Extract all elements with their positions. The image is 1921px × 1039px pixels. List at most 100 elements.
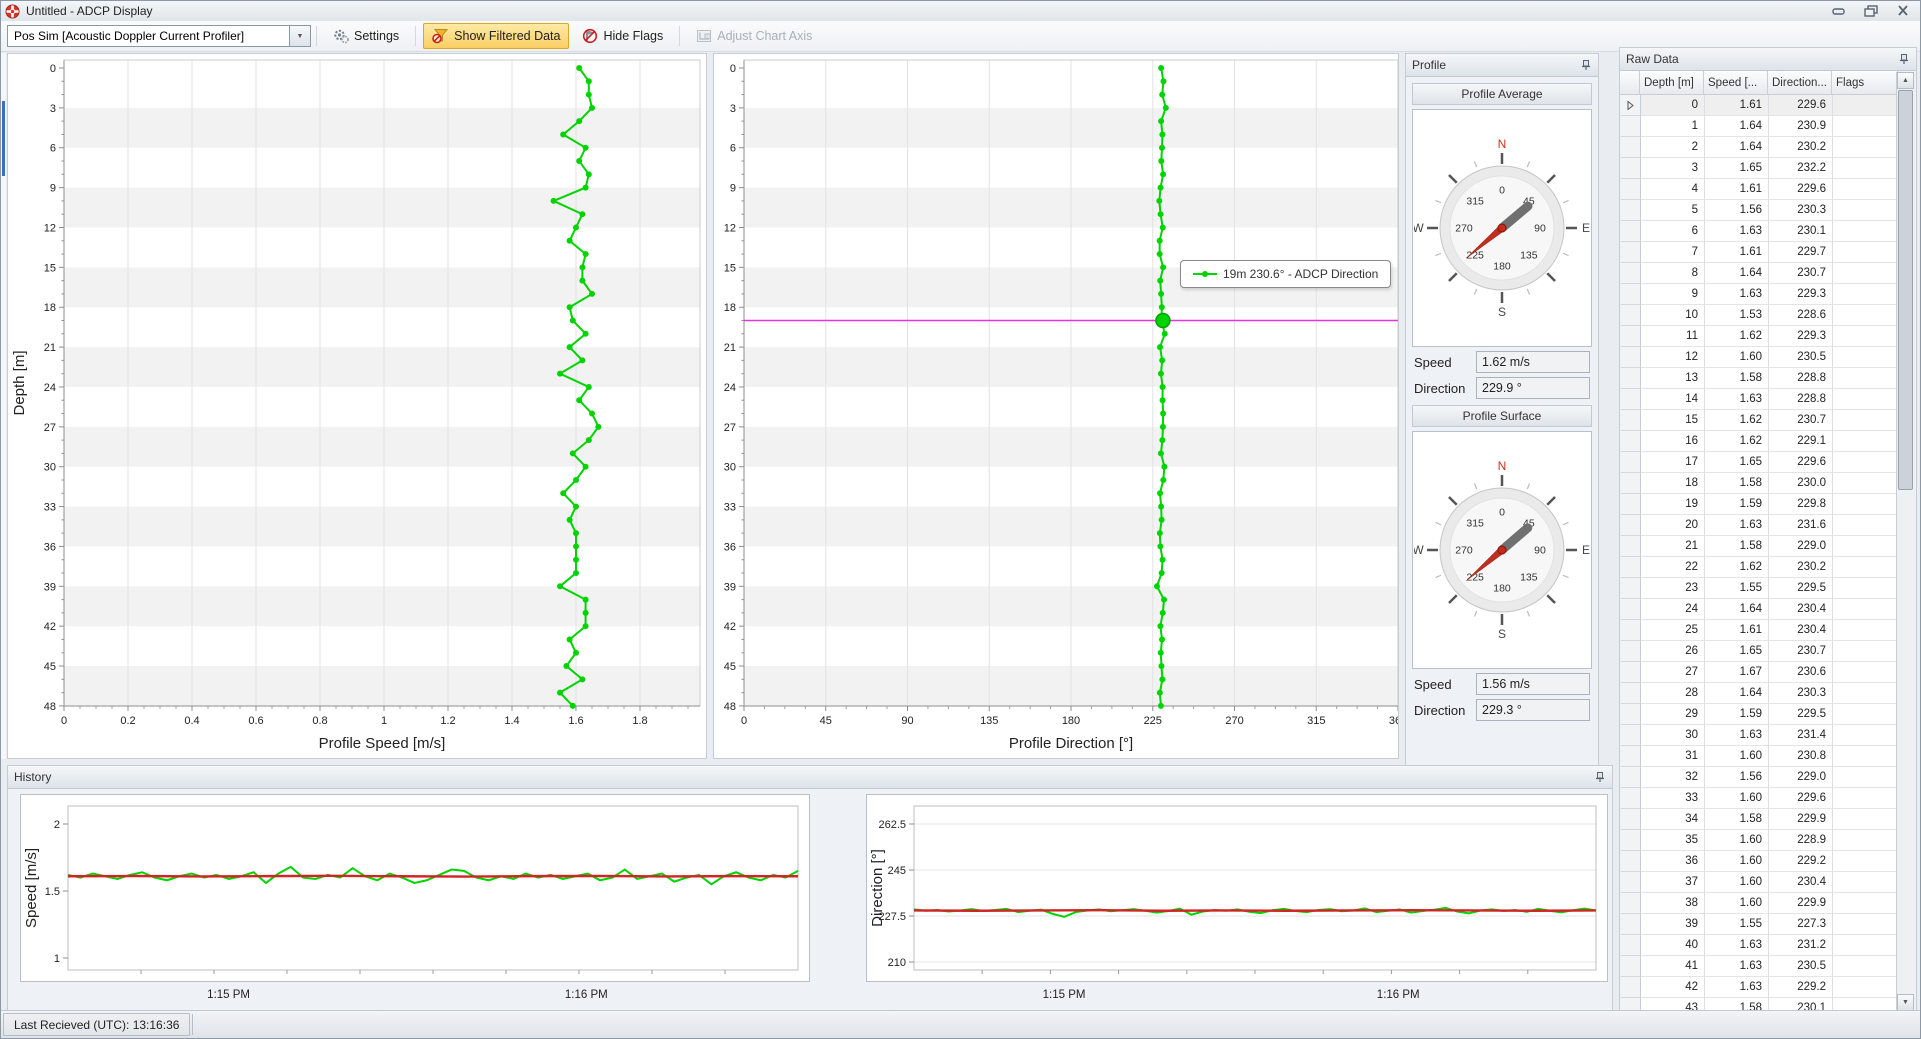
table-row[interactable]: 5 1.56 230.3: [1621, 200, 1897, 221]
chevron-down-icon[interactable]: ▼: [289, 25, 311, 47]
cell-direction[interactable]: 230.7: [1769, 263, 1833, 284]
row-header-cell[interactable]: [1621, 683, 1641, 704]
cell-flags[interactable]: [1833, 956, 1897, 977]
table-row[interactable]: 18 1.58 230.0: [1621, 473, 1897, 494]
cell-direction[interactable]: 229.3: [1769, 284, 1833, 305]
row-header-cell[interactable]: [1621, 95, 1641, 116]
cell-depth[interactable]: 24: [1641, 599, 1705, 620]
table-row[interactable]: 25 1.61 230.4: [1621, 620, 1897, 641]
cell-direction[interactable]: 230.6: [1769, 662, 1833, 683]
cell-speed[interactable]: 1.55: [1705, 578, 1769, 599]
cell-flags[interactable]: [1833, 263, 1897, 284]
row-header-cell[interactable]: [1621, 137, 1641, 158]
row-header-cell[interactable]: [1621, 977, 1641, 998]
adjust-chart-axis-button[interactable]: Adjust Chart Axis: [687, 23, 821, 49]
table-row[interactable]: 0 1.61 229.6: [1621, 95, 1897, 116]
row-header-cell[interactable]: [1621, 620, 1641, 641]
history-panel-header[interactable]: History: [8, 766, 1612, 789]
cell-depth[interactable]: 28: [1641, 683, 1705, 704]
cell-depth[interactable]: 42: [1641, 977, 1705, 998]
cell-direction[interactable]: 232.2: [1769, 158, 1833, 179]
table-row[interactable]: 41 1.63 230.5: [1621, 956, 1897, 977]
cell-direction[interactable]: 230.4: [1769, 872, 1833, 893]
table-row[interactable]: 19 1.59 229.8: [1621, 494, 1897, 515]
profile-panel-header[interactable]: Profile: [1406, 54, 1598, 77]
row-header-cell[interactable]: [1621, 767, 1641, 788]
table-row[interactable]: 35 1.60 228.9: [1621, 830, 1897, 851]
cell-flags[interactable]: [1833, 179, 1897, 200]
cell-depth[interactable]: 27: [1641, 662, 1705, 683]
column-header-direction[interactable]: Direction...: [1768, 71, 1832, 95]
cell-flags[interactable]: [1833, 914, 1897, 935]
table-row[interactable]: 39 1.55 227.3: [1621, 914, 1897, 935]
table-row[interactable]: 4 1.61 229.6: [1621, 179, 1897, 200]
cell-flags[interactable]: [1833, 725, 1897, 746]
cell-speed[interactable]: 1.61: [1705, 620, 1769, 641]
row-header-cell[interactable]: [1621, 347, 1641, 368]
cell-direction[interactable]: 229.2: [1769, 977, 1833, 998]
close-button[interactable]: [1892, 3, 1914, 18]
direction-history-chart[interactable]: 210 227.5 245 262.5 1:15 PM 1:16 PM Direction …: [866, 794, 1608, 1012]
cell-depth[interactable]: 0: [1641, 95, 1705, 116]
cell-flags[interactable]: [1833, 977, 1897, 998]
row-header-cell[interactable]: [1621, 893, 1641, 914]
cell-depth[interactable]: 33: [1641, 788, 1705, 809]
row-header-cell[interactable]: [1621, 473, 1641, 494]
cell-flags[interactable]: [1833, 536, 1897, 557]
cell-flags[interactable]: [1833, 788, 1897, 809]
cell-flags[interactable]: [1833, 221, 1897, 242]
cell-speed[interactable]: 1.67: [1705, 662, 1769, 683]
cell-speed[interactable]: 1.58: [1705, 368, 1769, 389]
cell-depth[interactable]: 43: [1641, 998, 1705, 1011]
scroll-down-button[interactable]: ▼: [1897, 994, 1914, 1011]
column-header-speed[interactable]: Speed [...: [1704, 71, 1768, 95]
cell-direction[interactable]: 230.2: [1769, 557, 1833, 578]
cell-depth[interactable]: 26: [1641, 641, 1705, 662]
cell-flags[interactable]: [1833, 284, 1897, 305]
table-row[interactable]: 7 1.61 229.7: [1621, 242, 1897, 263]
cell-flags[interactable]: [1833, 389, 1897, 410]
cell-depth[interactable]: 18: [1641, 473, 1705, 494]
cell-depth[interactable]: 30: [1641, 725, 1705, 746]
settings-button[interactable]: Settings: [324, 23, 408, 49]
cell-depth[interactable]: 19: [1641, 494, 1705, 515]
cell-speed[interactable]: 1.58: [1705, 809, 1769, 830]
cell-flags[interactable]: [1833, 809, 1897, 830]
row-header-cell[interactable]: [1621, 242, 1641, 263]
pin-icon[interactable]: [1580, 59, 1592, 71]
cell-speed[interactable]: 1.60: [1705, 347, 1769, 368]
cell-speed[interactable]: 1.65: [1705, 452, 1769, 473]
cell-speed[interactable]: 1.58: [1705, 536, 1769, 557]
table-row[interactable]: 42 1.63 229.2: [1621, 977, 1897, 998]
cell-flags[interactable]: [1833, 326, 1897, 347]
cell-direction[interactable]: 230.7: [1769, 641, 1833, 662]
cell-speed[interactable]: 1.59: [1705, 704, 1769, 725]
cell-depth[interactable]: 9: [1641, 284, 1705, 305]
cell-depth[interactable]: 22: [1641, 557, 1705, 578]
cell-speed[interactable]: 1.64: [1705, 683, 1769, 704]
cell-depth[interactable]: 12: [1641, 347, 1705, 368]
cell-speed[interactable]: 1.59: [1705, 494, 1769, 515]
cell-depth[interactable]: 23: [1641, 578, 1705, 599]
cell-depth[interactable]: 36: [1641, 851, 1705, 872]
cell-speed[interactable]: 1.58: [1705, 998, 1769, 1011]
row-header-cell[interactable]: [1621, 368, 1641, 389]
cell-depth[interactable]: 2: [1641, 137, 1705, 158]
table-row[interactable]: 12 1.60 230.5: [1621, 347, 1897, 368]
table-row[interactable]: 3 1.65 232.2: [1621, 158, 1897, 179]
cell-direction[interactable]: 229.0: [1769, 767, 1833, 788]
cell-speed[interactable]: 1.61: [1705, 179, 1769, 200]
table-row[interactable]: 23 1.55 229.5: [1621, 578, 1897, 599]
cell-depth[interactable]: 6: [1641, 221, 1705, 242]
row-header-cell[interactable]: [1621, 809, 1641, 830]
row-header-cell[interactable]: [1621, 179, 1641, 200]
cell-speed[interactable]: 1.63: [1705, 935, 1769, 956]
pin-icon[interactable]: [1898, 53, 1910, 65]
row-header-cell[interactable]: [1621, 599, 1641, 620]
cell-depth[interactable]: 1: [1641, 116, 1705, 137]
row-header-cell[interactable]: [1621, 410, 1641, 431]
cell-direction[interactable]: 230.7: [1769, 410, 1833, 431]
cell-direction[interactable]: 231.4: [1769, 725, 1833, 746]
row-header-cell[interactable]: [1621, 515, 1641, 536]
